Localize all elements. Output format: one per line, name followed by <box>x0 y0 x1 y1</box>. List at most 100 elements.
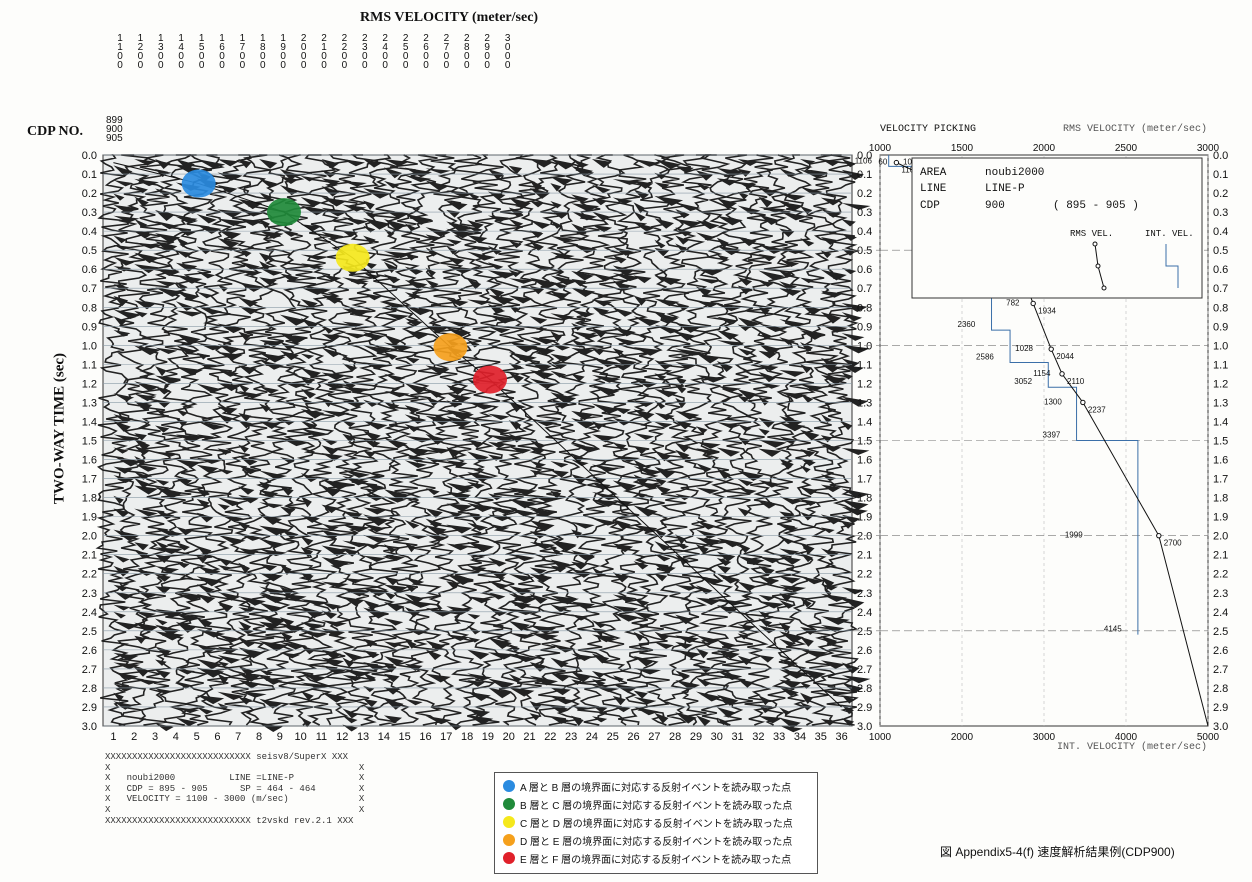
rms-velocity-tick-label: 1800 <box>260 33 266 71</box>
seismic-wiggle-fill <box>841 662 860 674</box>
seismic-wiggle-fill <box>217 237 240 248</box>
seismic-wiggle-fill <box>799 341 814 353</box>
seismic-wiggle-fill <box>633 668 661 675</box>
seismic-wiggle-fill <box>529 200 544 208</box>
seismic-wiggle-fill <box>217 185 238 194</box>
rms-velocity-tick-label: 1200 <box>137 33 144 71</box>
seismic-wiggle-fill <box>591 434 615 443</box>
seismic-wiggle-fill <box>841 312 862 322</box>
seismic-wiggle-fill <box>363 217 391 230</box>
seismic-wiggle-fill <box>591 184 611 194</box>
time-tick-label-right: 0.7 <box>857 283 872 295</box>
seismic-wiggle-fill <box>155 528 184 537</box>
seismic-wiggle-fill <box>279 456 296 464</box>
seismic-wiggle-fill <box>841 718 855 726</box>
seismic-wiggle-fill <box>841 365 865 374</box>
seismic-wiggle-fill <box>383 334 402 346</box>
seismic-wiggle-fill <box>799 465 811 473</box>
seismic-wiggle-fill <box>820 364 841 373</box>
seismic-wiggle-fill <box>779 679 802 689</box>
seismic-wiggle-fill <box>675 543 690 550</box>
seismic-wiggle-fill <box>758 214 780 226</box>
seismic-wiggle-fill <box>404 460 427 468</box>
seismic-wiggle-fill <box>591 634 616 643</box>
rms-legend-point <box>1101 285 1107 291</box>
rms-tick-label: 1000 <box>869 143 892 154</box>
seismic-wiggle-fill <box>820 290 844 298</box>
seismic-wiggle-fill <box>446 265 475 274</box>
seismic-wiggle-fill <box>779 669 809 679</box>
time-tick-label-left: 0.4 <box>82 226 97 238</box>
seismic-wiggle-fill <box>383 342 413 352</box>
seismic-wiggle-fill <box>425 168 452 174</box>
int-legend-label: INT. VEL. <box>1145 229 1194 239</box>
seismic-wiggle-fill <box>113 508 130 518</box>
time-tick-label-left: 2.4 <box>82 607 97 619</box>
seismic-wiggle-fill <box>279 528 299 539</box>
processing-info-box: XXXXXXXXXXXXXXXXXXXXXXXXXXX seisv8/Super… <box>105 752 365 826</box>
seismic-wiggle-fill <box>279 176 299 184</box>
seismic-wiggle-fill <box>238 562 250 574</box>
seismic-wiggle-fill <box>695 520 717 530</box>
seismic-wiggle-fill <box>279 314 307 326</box>
seismic-wiggle-fill <box>175 290 200 301</box>
seismic-wiggle-fill <box>529 336 558 345</box>
seismic-wiggle-fill <box>820 414 832 424</box>
seismic-wiggle-fill <box>487 169 504 180</box>
picking-time-tick-label: 2.2 <box>1213 569 1228 581</box>
seismic-wiggle-fill <box>571 243 598 254</box>
seismic-wiggle-fill <box>134 667 149 677</box>
seismic-wiggle-fill <box>550 490 562 500</box>
seismic-wiggle-fill <box>820 435 833 443</box>
seismic-wiggle-fill <box>571 159 589 168</box>
seismic-wiggle-fill <box>342 159 365 167</box>
picking-time-tick-label: 1.9 <box>1213 512 1228 524</box>
seismic-wiggle-fill <box>383 496 407 503</box>
seismic-wiggle-fill <box>321 347 342 358</box>
seismic-wiggle-fill <box>550 643 576 653</box>
seismic-wiggle-fill <box>196 498 210 508</box>
picking-time-tick-label: 2.1 <box>1213 550 1228 562</box>
seismic-wiggle-fill <box>779 725 803 733</box>
seismic-wiggle-fill <box>238 679 261 689</box>
seismic-wiggle-fill <box>259 481 271 491</box>
picking-time-tick-label: 0.9 <box>1213 321 1228 333</box>
seismic-wiggle-fill <box>155 618 168 626</box>
seismic-wiggle-fill <box>155 210 175 222</box>
time-tick-label-right: 1.9 <box>857 512 872 524</box>
time-tick-label-right: 0.4 <box>857 226 872 238</box>
seismic-wiggle-fill <box>841 422 853 431</box>
seismic-wiggle-fill <box>508 269 521 278</box>
velocity-picking-title: VELOCITY PICKING <box>880 124 977 135</box>
seismic-wiggle-fill <box>425 180 449 191</box>
seismic-wiggle-fill <box>217 646 239 654</box>
seismic-wiggle-fill <box>737 556 765 566</box>
seismic-wiggle-fill <box>779 576 801 584</box>
pick-marker-e <box>472 365 507 394</box>
seismic-wiggle-fill <box>487 493 503 501</box>
pick-marker-d <box>433 333 468 362</box>
seismic-wiggle-fill <box>113 316 127 326</box>
time-tick-label-left: 0.2 <box>82 188 97 200</box>
seismic-wiggle-fill <box>113 554 130 563</box>
seismic-wiggle-fill <box>612 364 631 371</box>
rms-velocity-tick-label: 2400 <box>382 33 388 71</box>
seismic-wiggle-fill <box>363 698 378 708</box>
seismic-wiggle-fill <box>321 438 338 446</box>
seismic-wiggle-fill <box>675 670 690 680</box>
area-value: noubi2000 <box>985 167 1044 179</box>
seismic-wiggle-fill <box>737 542 751 554</box>
seismic-wiggle-fill <box>259 602 282 612</box>
seismic-wiggle-fill <box>446 524 473 534</box>
seismic-wiggle-fill <box>113 420 131 432</box>
seismic-wiggle-fill <box>217 661 229 667</box>
time-tick-label-right: 2.5 <box>857 626 872 638</box>
seismic-wiggle-fill <box>238 269 263 276</box>
seismic-wiggle-fill <box>633 347 662 356</box>
seismic-wiggle-fill <box>342 363 358 372</box>
seismic-wiggle-fill <box>279 380 307 389</box>
seismic-wiggle-fill <box>134 264 159 274</box>
seismic-wiggle-fill <box>529 530 547 539</box>
seismic-wiggle-fill <box>841 159 856 168</box>
seismic-wiggle-fill <box>238 638 255 648</box>
